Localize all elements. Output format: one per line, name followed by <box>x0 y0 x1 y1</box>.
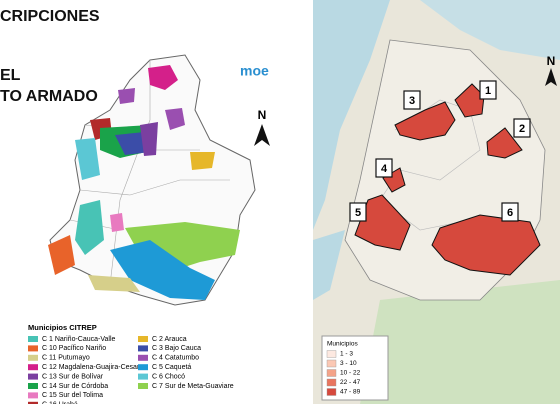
legend-swatch <box>138 383 148 389</box>
region <box>75 200 104 255</box>
zone-label-box <box>403 90 421 110</box>
legend-label: C 12 Magdalena-Guajira-Cesar <box>42 364 140 371</box>
legend-swatch <box>326 359 337 368</box>
legend-title: Municipios CITREP <box>28 323 97 332</box>
forest <box>360 280 560 404</box>
zone-label: 3 <box>409 95 415 107</box>
legend-swatch <box>138 336 148 342</box>
region <box>148 65 178 90</box>
legend-swatch <box>28 383 38 389</box>
title-line: CRIPCIONES <box>0 8 100 25</box>
legend-label: 22 - 47 <box>340 379 361 386</box>
sea <box>420 0 560 60</box>
zone-label: 5 <box>355 207 361 219</box>
region <box>118 88 135 104</box>
legend-swatch <box>28 401 38 404</box>
legend-label: 3 - 10 <box>340 360 357 367</box>
legend-label: C 7 Sur de Meta-Guaviare <box>152 383 234 390</box>
zone-label-box <box>513 118 531 138</box>
legend-label: C 6 Chocó <box>152 373 185 380</box>
boundaries <box>379 99 501 241</box>
zone-label: 6 <box>507 207 513 219</box>
zone-label-box <box>375 158 393 178</box>
zone <box>354 194 411 251</box>
legend-swatch <box>28 354 38 361</box>
region <box>115 132 150 155</box>
zone <box>486 127 523 159</box>
north-arrow <box>254 124 270 146</box>
sea <box>313 0 390 230</box>
zone-label-box <box>501 202 519 222</box>
legend-label: C 11 Putumayo <box>42 355 90 362</box>
legend-swatch <box>326 378 337 387</box>
legend-title: Municipios <box>327 341 358 348</box>
titles: CRIPCIONES EL TO ARMADO <box>0 8 100 105</box>
region <box>140 122 158 156</box>
legend: Municipios 1 - 3 3 - 10 10 - 22 22 - 47 47 - … <box>326 341 361 396</box>
legend-swatch <box>28 345 38 352</box>
legend-swatch <box>138 354 148 361</box>
legend-label: C 3 Bajo Cauca <box>152 345 201 352</box>
zone <box>382 167 406 193</box>
north-label: N <box>258 108 267 122</box>
zone-label: 1 <box>485 85 491 97</box>
region <box>190 152 215 170</box>
zone <box>394 101 456 141</box>
legend-swatch <box>28 373 38 380</box>
legend-swatch <box>326 350 337 358</box>
zone-label: 2 <box>519 123 525 135</box>
legend-swatch <box>28 336 38 342</box>
legend-swatch <box>28 364 38 371</box>
legend-label: 1 - 3 <box>340 351 353 358</box>
legend: Municipios CITREP C 1 Nariño-Cauca-Valle C… <box>28 323 234 404</box>
left-map: moe N CRIPCIONES EL TO ARMADO Municipios C… <box>0 8 270 404</box>
legend-swatch <box>326 369 337 377</box>
legend-swatch <box>28 392 38 399</box>
right-map: 1 2 3 4 5 6 N Municipios 1 - 3 3 - 10 10 - 22 22 … <box>313 0 560 404</box>
legend-swatch <box>138 345 148 352</box>
region <box>48 235 75 275</box>
title-line: EL <box>0 67 21 84</box>
zone-label-box <box>479 80 497 100</box>
legend-label: C 16 Urabá <box>42 402 78 404</box>
zone-label: 4 <box>381 163 388 175</box>
legend-label: 10 - 22 <box>340 370 361 377</box>
legend-label: C 4 Catatumbo <box>152 355 199 362</box>
region <box>88 275 140 292</box>
legend-swatch <box>326 388 337 396</box>
north-label: N <box>547 54 556 68</box>
legend-swatch <box>138 373 148 380</box>
region <box>75 138 100 180</box>
zone <box>431 214 541 276</box>
title-line: TO ARMADO <box>0 88 98 105</box>
north-arrow <box>545 68 557 86</box>
legend-label: C 15 Sur del Tolima <box>42 392 103 399</box>
zone-labels: 1 2 3 4 5 6 <box>349 80 531 222</box>
logo: moe <box>240 63 269 79</box>
divider <box>305 0 313 404</box>
zone <box>454 83 485 118</box>
region <box>110 240 215 300</box>
sea <box>313 230 345 300</box>
region <box>110 213 124 232</box>
legend-label: C 1 Nariño-Cauca-Valle <box>42 336 116 343</box>
legend-label: C 10 Pacífico Nariño <box>42 345 106 352</box>
region <box>165 108 185 130</box>
legend-swatch <box>138 364 148 371</box>
legend-label: C 2 Arauca <box>152 336 187 343</box>
zone-label-box <box>349 202 367 222</box>
legend-label: C 14 Sur de Córdoba <box>42 383 108 390</box>
legend-label: 47 - 89 <box>340 389 361 396</box>
legend-label: C 13 Sur de Bolívar <box>42 373 104 380</box>
legend-label: C 5 Caquetá <box>152 364 191 371</box>
